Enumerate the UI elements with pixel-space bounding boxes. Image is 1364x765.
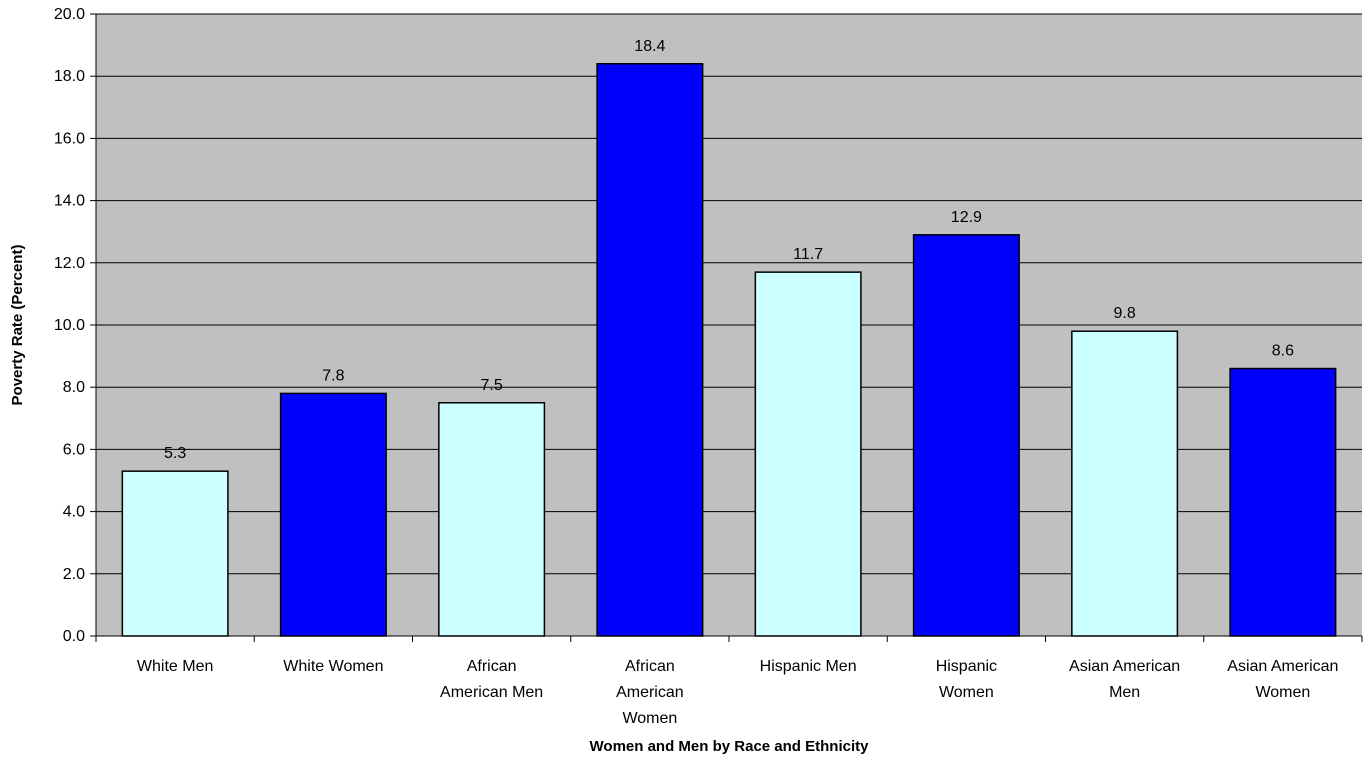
bar [912, 234, 1020, 637]
y-tick-label: 0.0 [63, 628, 85, 645]
bar [1071, 330, 1179, 637]
axes [90, 13, 1363, 642]
bar [438, 402, 546, 637]
x-tick-label: Asian American Women [1227, 658, 1338, 701]
y-tick-label: 20.0 [54, 6, 85, 23]
data-label: 11.7 [793, 246, 823, 263]
bar [279, 392, 387, 637]
y-tick-label: 6.0 [63, 441, 85, 458]
data-label: 18.4 [634, 38, 665, 55]
x-tick-label: Hispanic Men [760, 658, 857, 675]
y-axis-title: Poverty Rate (Percent) [9, 245, 26, 406]
y-tick-label: 14.0 [54, 193, 85, 210]
x-tick-label: White Men [137, 658, 213, 675]
y-tick-label: 8.0 [63, 379, 85, 396]
data-label: 12.9 [951, 209, 982, 226]
x-axis-title: Women and Men by Race and Ethnicity [590, 738, 870, 755]
data-label: 7.8 [322, 367, 344, 384]
x-tick-label: Hispanic Women [936, 658, 997, 701]
x-tick-label: Asian American Men [1069, 658, 1180, 701]
data-label: 9.8 [1114, 305, 1136, 322]
data-label: 5.3 [164, 445, 186, 462]
bar [596, 63, 704, 637]
y-tick-label: 18.0 [54, 68, 85, 85]
y-tick-label: 10.0 [54, 317, 85, 334]
y-tick-label: 12.0 [54, 255, 85, 272]
y-tick-label: 16.0 [54, 130, 85, 147]
bar [1229, 367, 1337, 637]
y-tick-label: 2.0 [63, 566, 85, 583]
labels: 0.0 2.0 4.0 6.0 8.0 10.0 12.0 14.0 16.0 18.0 20.0 5… [54, 6, 1339, 727]
bar [121, 470, 229, 637]
data-label: 8.6 [1272, 343, 1294, 360]
data-label: 7.5 [481, 377, 503, 394]
y-tick-label: 4.0 [63, 504, 85, 521]
x-tick-label: African American Women [616, 658, 684, 727]
bar [754, 271, 862, 637]
bars [121, 63, 1337, 637]
x-tick-label: African American Men [440, 658, 543, 701]
x-tick-label: White Women [283, 658, 383, 675]
